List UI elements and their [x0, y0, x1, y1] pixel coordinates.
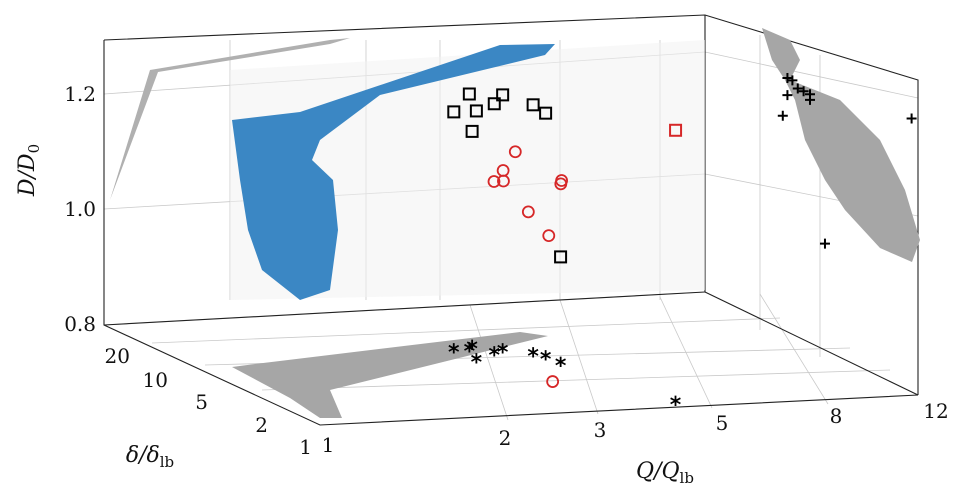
data-point-square	[447, 105, 461, 119]
floor-projection-marker: *	[670, 393, 682, 418]
x-tick-label: 12	[923, 399, 948, 423]
grid-line	[759, 293, 829, 405]
x-tick-label: 3	[594, 418, 607, 442]
grid-line	[151, 317, 781, 344]
z-axis-label: D/D0	[15, 144, 43, 197]
z-tick-label: 1.2	[64, 82, 96, 106]
data-point-square	[496, 88, 510, 102]
data-point-circle	[521, 205, 535, 219]
wall-projection-marker	[787, 75, 798, 86]
wall-projection-marker	[798, 86, 809, 97]
y-tick-label: 20	[105, 344, 130, 368]
data-point-circle	[487, 175, 501, 188]
floor-projection-marker: *	[471, 351, 483, 376]
grid-line	[469, 304, 509, 421]
y-tick-label: 5	[195, 390, 208, 414]
floor-projection-marker: *	[555, 354, 567, 379]
markers-layer	[447, 87, 683, 388]
grid-line	[261, 369, 891, 391]
data-point-circle	[542, 229, 556, 243]
z-tick-label: 1.0	[64, 197, 96, 221]
data-point-circle	[555, 174, 568, 187]
floor-projection-marker: *	[527, 345, 539, 370]
x-tick-label: 1	[322, 433, 335, 457]
wall-projection-marker	[906, 113, 917, 124]
data-point-square	[465, 124, 479, 138]
grid-line	[659, 296, 713, 409]
axis-line	[103, 40, 919, 426]
data-point-square	[462, 87, 476, 101]
data-point-circle	[496, 164, 510, 177]
wall-projection-marker	[805, 94, 815, 105]
x-tick-label: 8	[830, 404, 843, 428]
y-axis-label: δ/δlb	[126, 443, 174, 471]
floor-projection-marker: *	[464, 340, 476, 365]
floor-projection-shape	[232, 332, 548, 418]
data-point-circle	[508, 145, 522, 159]
x-tick-label: 5	[716, 411, 729, 435]
axis-line	[704, 291, 919, 396]
wall-projection-marker	[819, 238, 830, 249]
y-tick-label: 10	[143, 368, 168, 392]
data-point-square	[539, 106, 553, 120]
floor-projection-marker: *	[448, 340, 460, 365]
floor-projection-marker: *	[466, 337, 478, 362]
data-point-square	[554, 250, 568, 264]
axis-line	[103, 291, 706, 326]
floor-projection-marker: *	[540, 347, 552, 372]
wall-projection-marker	[782, 73, 793, 84]
wall-projection-marker	[782, 90, 793, 101]
x-axis-label: Q/Qlb	[636, 459, 694, 487]
floor-projection-marker: *	[497, 340, 509, 365]
wall-projection-marker	[792, 83, 803, 94]
y-tick-label: 1	[299, 435, 312, 459]
data-point-square	[469, 104, 483, 118]
grid-line	[704, 51, 919, 99]
blue-surface	[232, 44, 555, 300]
data-point-square	[487, 97, 501, 111]
z-tick-label: 0.8	[64, 312, 96, 336]
x-tick-label: 2	[499, 426, 512, 450]
right-wall-projection-shape	[762, 28, 920, 262]
wall-projection-marker	[777, 110, 788, 121]
data-point-circle	[546, 375, 560, 388]
projection-markers-layer: * *** *** ***	[448, 73, 917, 418]
data-point-square	[526, 98, 540, 112]
y-tick-label: 2	[255, 413, 268, 437]
data-point-square	[669, 123, 683, 137]
floor-projection-marker: *	[489, 344, 501, 369]
grid-line	[559, 299, 599, 415]
